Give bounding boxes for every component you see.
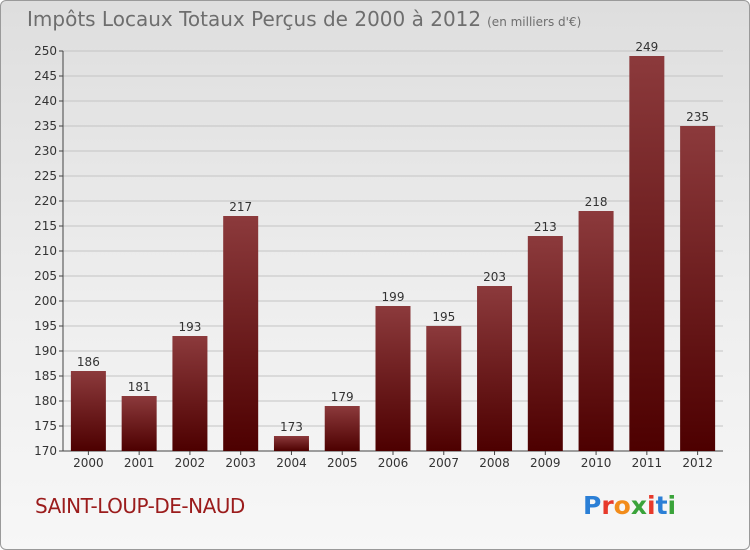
x-tick-label: 2005 <box>327 456 358 470</box>
bar-2004 <box>273 436 309 451</box>
x-tick-label: 2006 <box>378 456 409 470</box>
logo-letter: o <box>613 491 631 520</box>
x-tick-label: 2002 <box>175 456 206 470</box>
logo-letter: i <box>667 491 677 520</box>
data-label-2007: 195 <box>432 310 455 324</box>
y-tick-label: 225 <box>34 169 57 183</box>
y-tick-label: 230 <box>34 144 57 158</box>
logo-letter: x <box>630 491 647 520</box>
data-label-2010: 218 <box>585 195 608 209</box>
data-label-2005: 179 <box>331 390 354 404</box>
data-label-2006: 199 <box>382 290 405 304</box>
data-label-2000: 186 <box>77 355 100 369</box>
data-label-2004: 173 <box>280 420 303 434</box>
x-tick-label: 2001 <box>124 456 155 470</box>
y-tick-label: 170 <box>34 444 57 458</box>
logo-letter: P <box>583 491 602 520</box>
x-tick-label: 2008 <box>479 456 510 470</box>
bar-2011 <box>629 56 665 451</box>
data-label-2003: 217 <box>229 200 252 214</box>
data-label-2009: 213 <box>534 220 557 234</box>
x-tick-label: 2003 <box>225 456 256 470</box>
chart-title: Impôts Locaux Totaux Perçus de 2000 à 20… <box>27 7 581 31</box>
y-axis-ticks: 170 175 180 185 190 195 200 205 210 215 220 225 230 2… <box>34 44 63 458</box>
y-tick-label: 220 <box>34 194 57 208</box>
y-tick-label: 190 <box>34 344 57 358</box>
chart-title-text: Impôts Locaux Totaux Perçus de 2000 à 20… <box>27 7 482 31</box>
y-tick-label: 235 <box>34 119 57 133</box>
bars: 186 181 193 217 173 179 199 195 203 213 218 249 235 <box>70 40 716 451</box>
y-tick-label: 200 <box>34 294 57 308</box>
x-tick-label: 2000 <box>73 456 104 470</box>
logo-letter: r <box>601 491 614 520</box>
y-tick-label: 185 <box>34 369 57 383</box>
y-tick-label: 175 <box>34 419 57 433</box>
bar-2009 <box>527 236 563 451</box>
data-label-2008: 203 <box>483 270 506 284</box>
x-tick-label: 2010 <box>581 456 612 470</box>
bar-2002 <box>172 336 208 451</box>
bar-2005 <box>324 406 360 451</box>
x-tick-label: 2007 <box>428 456 459 470</box>
bar-2007 <box>426 326 462 451</box>
x-tick-label: 2011 <box>632 456 663 470</box>
data-label-2012: 235 <box>686 110 709 124</box>
x-axis-ticks: 2000 2001 2002 2003 2004 2005 2006 2007 2008 2009… <box>73 451 713 470</box>
bar-2008 <box>477 286 513 451</box>
data-label-2011: 249 <box>635 40 658 54</box>
logo-letter: t <box>655 491 668 520</box>
chart-subtitle: (en milliers d'€) <box>487 15 582 29</box>
bar-2001 <box>121 396 157 451</box>
y-tick-label: 205 <box>34 269 57 283</box>
bar-2012 <box>680 126 716 451</box>
logo-letter: i <box>647 491 656 520</box>
y-tick-label: 245 <box>34 69 57 83</box>
data-label-2001: 181 <box>128 380 151 394</box>
y-tick-label: 240 <box>34 94 57 108</box>
x-tick-label: 2009 <box>530 456 561 470</box>
data-label-2002: 193 <box>178 320 201 334</box>
y-tick-label: 250 <box>34 44 57 58</box>
city-name: SAINT-LOUP-DE-NAUD <box>35 494 245 518</box>
bar-2000 <box>70 371 106 451</box>
bar-2003 <box>223 216 259 451</box>
y-tick-label: 195 <box>34 319 57 333</box>
y-tick-label: 180 <box>34 394 57 408</box>
x-tick-label: 2012 <box>682 456 713 470</box>
x-tick-label: 2004 <box>276 456 307 470</box>
bar-2010 <box>578 211 614 451</box>
bar-2006 <box>375 306 411 451</box>
y-tick-label: 210 <box>34 244 57 258</box>
proxiti-logo[interactable]: Proxiti <box>583 491 676 520</box>
y-tick-label: 215 <box>34 219 57 233</box>
